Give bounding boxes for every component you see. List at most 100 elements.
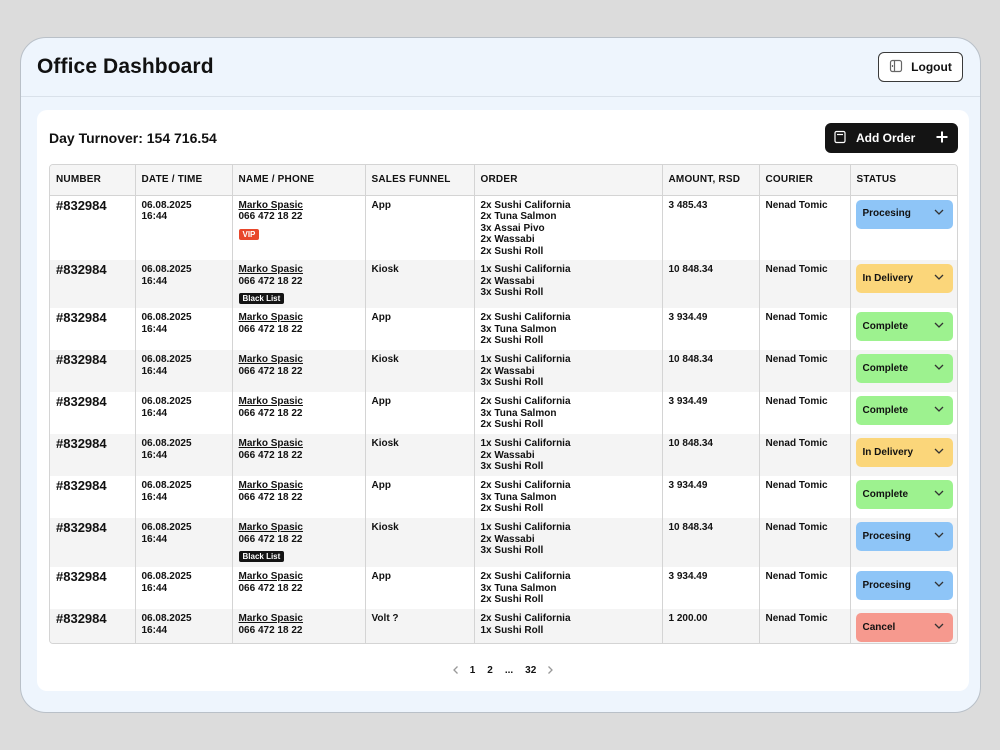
table-row[interactable]: #832984 06.08.2025 16:44 Marko Spasic 066 47… [50,567,957,609]
order-number[interactable]: #832984 [50,476,136,518]
customer-phone: 066 472 18 22 [238,407,303,419]
customer-name-link[interactable]: Marko Spasic [238,613,303,624]
name-phone-cell: Marko Spasic 066 472 18 22 [232,350,366,392]
chevron-left-icon[interactable] [448,662,464,678]
customer-name-link[interactable]: Marko Spasic [238,571,303,582]
status-label: Complete [862,488,909,500]
order-amount: 3 934.49 [662,567,760,609]
order-items: 2x Sushi California 3x Tuna Salmon 2x Sush… [474,392,663,434]
chevron-right-icon[interactable] [542,662,558,678]
order-number[interactable]: #832984 [50,434,136,476]
order-date: 06.08.2025 [141,264,192,275]
status-dropdown[interactable]: In Delivery [855,438,953,467]
courier-name: Nenad Tomic [759,195,851,260]
order-item: 3x Sushi Roll [480,287,544,298]
panel-header: Day Turnover: 154 716.54 Add Order [37,110,969,166]
order-amount: 3 934.49 [662,476,760,518]
order-number[interactable]: #832984 [50,518,136,567]
order-number[interactable]: #832984 [50,195,136,260]
table-row[interactable]: #832984 06.08.2025 16:44 Marko Spasic 066 47… [50,308,957,350]
name-phone-cell: Marko Spasic 066 472 18 22 [232,609,366,643]
table-row[interactable]: #832984 06.08.2025 16:44 Marko Spasic 066 47… [50,350,957,392]
column-header-amount[interactable]: AMOUNT, RSD [662,165,760,196]
order-item: 3x Assai Pivo [480,222,545,234]
order-item: 2x Wassabi [480,275,535,287]
name-phone-cell: Marko Spasic 066 472 18 22 [232,434,366,476]
chevron-down-icon [933,361,945,377]
status-cell: Complete [850,350,957,392]
page-link-1[interactable]: 1 [469,664,476,676]
status-label: Procesing [862,530,911,542]
chevron-down-icon [933,529,945,545]
date-time-cell: 06.08.2025 16:44 [135,350,233,392]
order-items: 1x Sushi California 2x Wassabi 3x Sushi Ro… [474,350,663,392]
status-dropdown[interactable]: Procesing [855,199,953,229]
order-amount: 10 848.34 [662,350,760,392]
status-label: Procesing [862,208,911,220]
table-row[interactable]: #832984 06.08.2025 16:44 Marko Spasic 066 47… [50,260,957,308]
order-time: 16:44 [141,624,168,636]
order-item: 2x Sushi Roll [480,335,544,346]
page-link-32[interactable]: 32 [525,664,537,676]
column-header-sales-funnel[interactable]: SALES FUNNEL [365,165,475,196]
status-dropdown[interactable]: Cancel [855,613,953,642]
status-cell: Complete [850,392,957,434]
table-row[interactable]: #832984 06.08.2025 16:44 Marko Spasic 066 47… [50,195,957,260]
sales-funnel: Kiosk [365,260,475,308]
sales-funnel: App [365,567,475,609]
table-row[interactable]: #832984 06.08.2025 16:44 Marko Spasic 066 47… [50,609,957,643]
customer-name-link[interactable]: Marko Spasic [238,480,303,491]
name-phone-cell: Marko Spasic 066 472 18 22 Black List [232,260,366,308]
order-number[interactable]: #832984 [50,260,136,308]
add-order-button[interactable]: Add Order [825,123,958,153]
status-dropdown[interactable]: Procesing [855,571,953,600]
status-dropdown[interactable]: In Delivery [855,264,953,293]
order-number[interactable]: #832984 [50,350,136,392]
status-cell: In Delivery [850,434,957,476]
order-number[interactable]: #832984 [50,392,136,434]
status-label: Cancel [862,621,896,633]
order-time: 16:44 [141,365,168,377]
column-header-courier[interactable]: COURIER [759,165,851,196]
customer-name-link[interactable]: Marko Spasic [238,354,303,365]
status-dropdown[interactable]: Complete [855,354,953,383]
status-dropdown[interactable]: Complete [855,480,953,509]
customer-phone: 066 472 18 22 [238,365,303,377]
status-cell: Procesing [850,195,957,260]
status-dropdown[interactable]: Complete [855,396,953,425]
table-row[interactable]: #832984 06.08.2025 16:44 Marko Spasic 066 47… [50,434,957,476]
customer-name-link[interactable]: Marko Spasic [238,438,303,449]
column-header-date-time[interactable]: DATE / TIME [135,165,233,196]
column-header-name-phone[interactable]: NAME / PHONE [232,165,366,196]
order-number[interactable]: #832984 [50,567,136,609]
order-number[interactable]: #832984 [50,609,136,643]
receipt-icon [833,130,847,147]
customer-name-link[interactable]: Marko Spasic [238,199,303,211]
order-item: 2x Sushi Roll [480,245,544,257]
page-link-2[interactable]: 2 [487,664,493,676]
column-header-number[interactable]: NUMBER [50,165,136,196]
logout-button[interactable]: Logout [878,52,963,82]
courier-name: Nenad Tomic [759,260,851,308]
customer-name-link[interactable]: Marko Spasic [238,522,303,533]
courier-name: Nenad Tomic [759,392,851,434]
customer-name-link[interactable]: Marko Spasic [238,312,303,323]
table-row[interactable]: #832984 06.08.2025 16:44 Marko Spasic 066 47… [50,518,957,567]
order-time: 16:44 [141,491,168,503]
status-dropdown[interactable]: Procesing [855,522,953,551]
column-header-status[interactable]: STATUS [850,165,957,196]
order-item: 2x Sushi California [480,480,571,491]
column-header-order[interactable]: ORDER [474,165,663,196]
order-item: 3x Sushi Roll [480,461,544,472]
table-row[interactable]: #832984 06.08.2025 16:44 Marko Spasic 066 47… [50,476,957,518]
customer-name-link[interactable]: Marko Spasic [238,396,303,407]
name-phone-cell: Marko Spasic 066 472 18 22 VIP [232,195,366,260]
sales-funnel: Kiosk [365,350,475,392]
name-phone-cell: Marko Spasic 066 472 18 22 [232,308,366,350]
order-amount: 10 848.34 [662,434,760,476]
order-number[interactable]: #832984 [50,308,136,350]
status-label: Complete [862,404,909,416]
status-dropdown[interactable]: Complete [855,312,953,341]
customer-name-link[interactable]: Marko Spasic [238,264,303,275]
table-row[interactable]: #832984 06.08.2025 16:44 Marko Spasic 066 47… [50,392,957,434]
